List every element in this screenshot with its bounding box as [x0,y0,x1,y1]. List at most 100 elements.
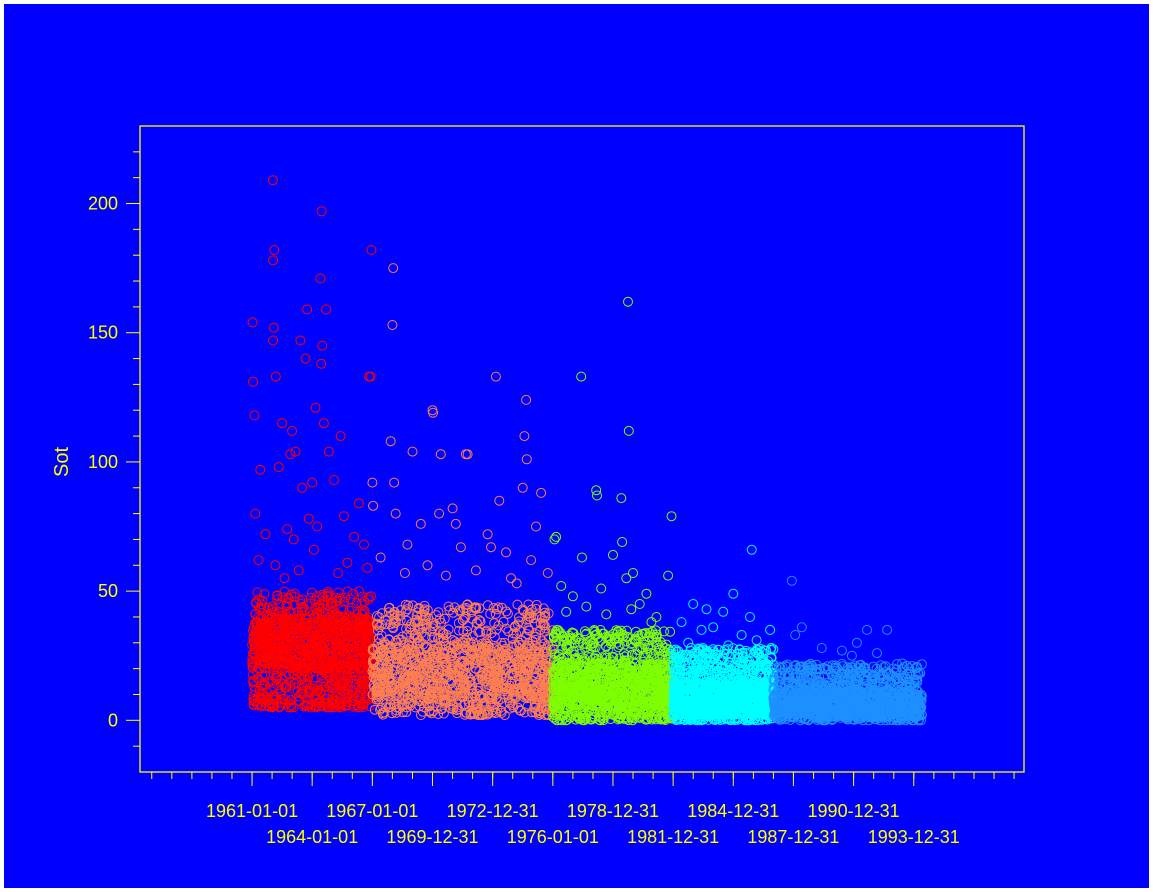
data-point [493,602,504,613]
data-point [366,245,377,255]
data-point [415,653,426,664]
data-point [334,612,345,623]
data-point [385,641,396,652]
data-point [311,591,322,602]
data-point [359,674,370,685]
data-point [260,637,271,648]
data-point [448,640,459,651]
data-point [385,436,396,447]
data-point [496,653,507,664]
data-point [320,661,331,672]
data-point [441,660,452,671]
data-point [350,671,361,681]
data-point [367,643,378,654]
data-point [541,643,552,654]
data-point [447,503,458,514]
data-point [290,623,301,634]
data-point [432,643,443,654]
data-point [519,431,530,442]
data-point [270,371,281,382]
data-point [409,659,420,670]
data-point [481,626,492,637]
data-point [316,358,327,369]
data-point [533,708,544,718]
data-point [452,672,463,683]
data-point [373,660,384,671]
data-point [455,542,466,553]
data-point [445,678,456,689]
data-point [323,446,334,457]
data-point [254,594,264,605]
data-point [450,518,461,529]
data-point [409,654,420,665]
data-point [406,619,416,630]
data-point [333,619,343,630]
data-point [314,601,325,612]
data-point [440,688,451,699]
data-point [511,578,522,589]
data-point [291,677,302,688]
data-point [317,340,328,351]
data-point [462,626,473,636]
data-point [473,677,484,688]
data-point [358,683,369,693]
data-point [505,669,516,679]
data-point [491,707,502,718]
data-point [303,513,314,524]
data-point [439,613,450,624]
data-point [310,602,321,613]
data-point [395,615,406,626]
data-point [530,631,541,642]
data-point [366,591,376,602]
data-point [283,691,294,702]
data-point [418,692,429,703]
data-point [347,686,358,697]
data-point [467,642,478,653]
data-point [486,542,496,553]
data-point [282,601,293,612]
data-point [346,698,357,709]
data-point [268,335,279,346]
data-point [250,508,261,519]
data-point [285,680,295,691]
data-point [411,638,422,649]
data-point [477,710,488,721]
data-point [360,690,371,701]
data-point [420,614,430,625]
data-point [513,702,523,713]
data-point [300,643,311,654]
data-point [327,612,338,622]
data-point [407,689,418,700]
data-point [433,607,444,618]
data-point [279,658,290,669]
data-point [255,693,266,704]
data-point [256,599,267,610]
data-point [294,696,305,706]
data-point [387,320,398,330]
data-point [526,555,537,566]
data-point [358,672,369,683]
data-point [299,634,310,645]
data-point [362,656,373,667]
data-point [524,625,535,636]
data-point [399,568,410,578]
data-point [310,402,321,413]
data-point [540,626,550,637]
data-point [506,676,517,687]
data-point [394,690,405,701]
data-point [309,637,320,648]
data-point [339,596,349,607]
data-point [310,662,321,673]
data-point [402,604,413,615]
data-point [380,702,391,713]
data-point [368,655,379,666]
data-point [379,686,389,697]
data-point [356,646,367,657]
data-point [277,418,287,429]
data-point [515,705,526,716]
data-point [540,673,551,684]
data-point [289,679,300,689]
data-point [306,651,317,661]
data-point [268,322,279,333]
